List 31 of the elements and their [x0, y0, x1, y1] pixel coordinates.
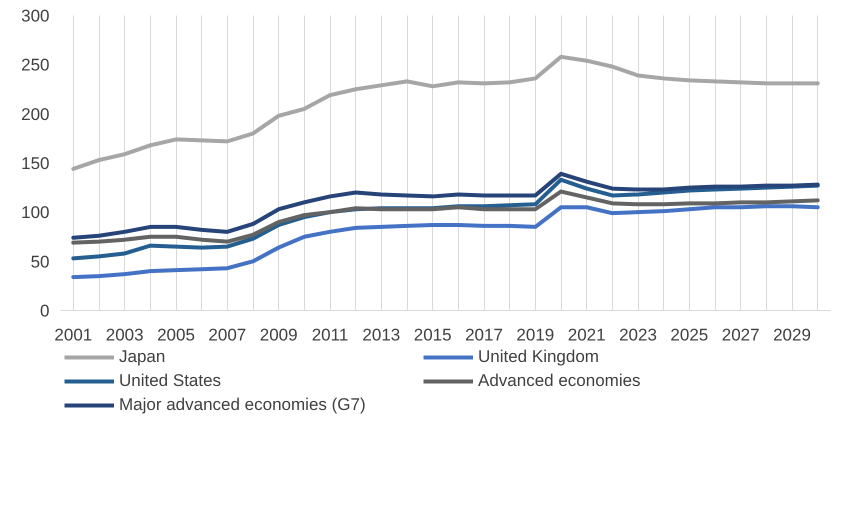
x-tick-label: 2021 — [568, 326, 606, 344]
x-tick-label: 2019 — [516, 326, 554, 344]
x-tick-label: 2029 — [773, 326, 811, 344]
x-tick-label: 2003 — [106, 326, 144, 344]
x-tick-label: 2025 — [670, 326, 708, 344]
line-series — [71, 54, 820, 171]
line-series — [71, 190, 820, 245]
x-tick-label: 2005 — [157, 326, 195, 344]
legend-label: Major advanced economies (G7) — [119, 395, 367, 415]
y-tick-label: 50 — [30, 252, 50, 272]
y-tick-label: 0 — [40, 302, 50, 320]
line-series — [71, 172, 820, 240]
x-tick-label: 2009 — [260, 326, 298, 344]
y-tick-label: 150 — [21, 154, 50, 173]
legend-label: United Kingdom — [478, 347, 600, 367]
x-tick-label: 2027 — [722, 326, 760, 344]
x-tick-label: 2013 — [362, 326, 400, 344]
legend-label: Japan — [119, 347, 166, 367]
y-tick-label: 300 — [21, 6, 50, 26]
legend-label: United States — [119, 371, 222, 391]
y-tick-label: 200 — [21, 104, 50, 124]
x-tick-label: 2023 — [619, 326, 657, 344]
x-tick-label: 2011 — [312, 326, 348, 344]
line-series — [71, 204, 820, 280]
x-tick-label: 2015 — [414, 326, 452, 344]
legend-label: Advanced economies — [478, 371, 642, 391]
x-tick-label: 2017 — [465, 326, 503, 344]
y-tick-label: 100 — [21, 203, 50, 222]
x-tick-label: 2001 — [54, 326, 92, 344]
x-tick-label: 2007 — [208, 326, 246, 344]
y-tick-label: 250 — [21, 56, 50, 75]
